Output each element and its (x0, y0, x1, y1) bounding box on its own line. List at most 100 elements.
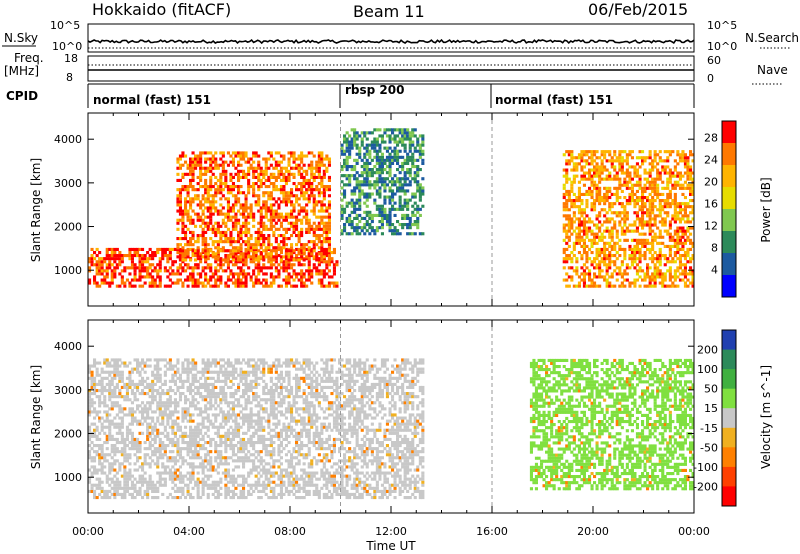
power-cell (656, 226, 660, 230)
power-cell (403, 216, 407, 220)
power-cell (651, 189, 655, 193)
power-cell (610, 232, 614, 236)
power-cell (214, 230, 218, 234)
power-cell (648, 229, 652, 233)
power-cell (618, 214, 622, 218)
power-cell (416, 207, 420, 211)
power-cell (398, 232, 402, 236)
power-cell (128, 284, 132, 288)
power-cell (353, 158, 357, 162)
power-cell (656, 214, 660, 218)
power-cell (358, 180, 362, 184)
velocity-cell (95, 428, 99, 432)
power-cell (206, 197, 210, 201)
power-cell (363, 226, 367, 230)
power-cell (385, 158, 389, 162)
power-cell (401, 186, 405, 190)
velocity-cell (161, 465, 165, 469)
power-cell (345, 146, 349, 150)
power-cell (340, 146, 344, 150)
power-cell (221, 230, 225, 234)
velocity-cell (133, 483, 137, 487)
power-cell (343, 134, 347, 138)
velocity-cell (156, 358, 160, 362)
velocity-cell (161, 462, 165, 466)
power-cell (194, 212, 198, 216)
power-cell (623, 211, 627, 215)
power-cell (254, 200, 258, 204)
power-cell (219, 182, 223, 186)
power-cell (105, 281, 109, 285)
power-cell (595, 275, 599, 279)
power-cell (244, 209, 248, 213)
power-cell (570, 168, 574, 172)
power-cell (204, 275, 208, 279)
power-cell (290, 200, 294, 204)
power-cell (666, 202, 670, 206)
power-cell (600, 165, 604, 169)
power-cell (343, 192, 347, 196)
power-cell (297, 218, 301, 222)
velocity-cell (166, 456, 170, 460)
power-cell (620, 156, 624, 160)
power-cell (292, 151, 296, 155)
power-cell (322, 185, 326, 189)
power-cell (302, 182, 306, 186)
power-cell (231, 209, 235, 213)
power-cell (229, 191, 233, 195)
power-cell (598, 254, 602, 258)
power-cell (590, 263, 594, 267)
velocity-cell (151, 489, 155, 493)
power-cell (393, 213, 397, 217)
power-cell (598, 284, 602, 288)
power-cell (269, 249, 273, 253)
power-cell (300, 157, 304, 161)
power-cell (221, 249, 225, 253)
velocity-cell (189, 450, 193, 454)
velocity-cell (138, 370, 142, 374)
power-cell (231, 151, 235, 155)
power-cell (274, 240, 278, 244)
power-cell (189, 258, 193, 262)
power-cell (628, 165, 632, 169)
power-cell (320, 215, 324, 219)
velocity-cell (133, 358, 137, 362)
power-cell (229, 175, 233, 179)
power-cell (151, 281, 155, 285)
power-cell (214, 188, 218, 192)
velocity-cell (151, 398, 155, 402)
power-cell (279, 251, 283, 255)
power-cell (689, 281, 693, 285)
power-cell (572, 192, 576, 196)
power-cell (330, 281, 334, 285)
power-cell (320, 227, 324, 231)
power-cell (282, 240, 286, 244)
power-cell (199, 281, 203, 285)
power-cell (565, 257, 569, 261)
power-cell (181, 246, 185, 250)
power-cell (221, 154, 225, 158)
velocity-cell (176, 422, 180, 426)
power-cell (421, 189, 425, 193)
velocity-cell (136, 447, 140, 451)
power-cell (653, 183, 657, 187)
power-cell (365, 183, 369, 187)
power-cell (580, 214, 584, 218)
power-cell (194, 249, 198, 253)
power-cell (653, 284, 657, 288)
power-cell (635, 202, 639, 206)
power-cell (239, 234, 243, 238)
power-cell (274, 275, 278, 279)
power-cell (302, 191, 306, 195)
velocity-cell (105, 480, 109, 484)
power-cell (292, 182, 296, 186)
power-cell (656, 153, 660, 157)
power-cell (130, 284, 134, 288)
power-cell (284, 255, 288, 259)
power-cell (272, 246, 276, 250)
power-cell (668, 226, 672, 230)
power-cell (191, 275, 195, 279)
velocity-cell (125, 474, 129, 478)
power-cell (686, 235, 690, 239)
power-cell (562, 208, 566, 212)
